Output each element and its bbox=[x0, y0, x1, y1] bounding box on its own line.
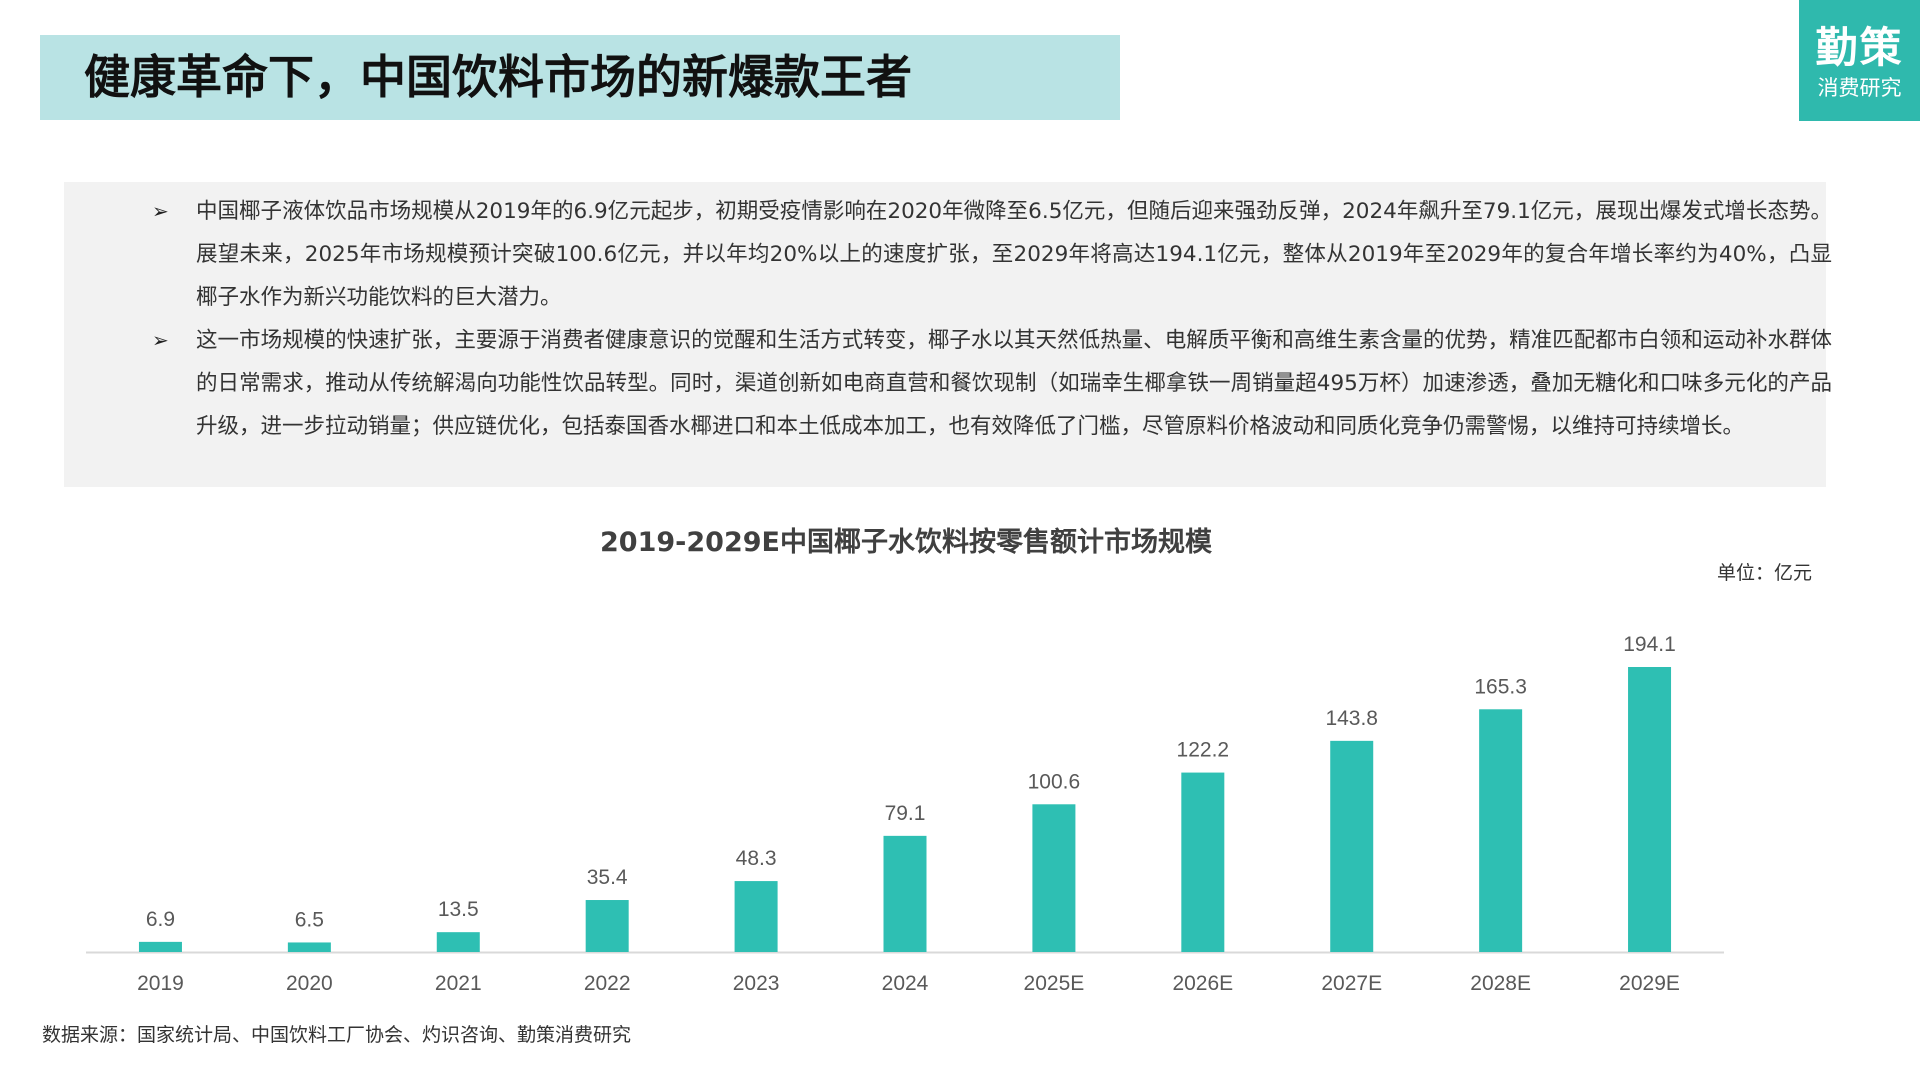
bar-value-label: 194.1 bbox=[1623, 633, 1676, 656]
title-bar: 健康革命下，中国饮料市场的新爆款王者 bbox=[40, 35, 1120, 120]
chart-unit-label: 单位：亿元 bbox=[1716, 562, 1812, 584]
chart-title: 2019-2029E中国椰子水饮料按零售额计市场规模 bbox=[600, 527, 1212, 558]
bar-value-label: 35.4 bbox=[587, 866, 628, 889]
x-tick-label: 2029E bbox=[1619, 972, 1680, 995]
x-tick-label: 2021 bbox=[435, 972, 482, 995]
x-tick-label: 2025E bbox=[1024, 972, 1085, 995]
bar-2025E bbox=[1032, 804, 1076, 952]
bar-2020 bbox=[287, 942, 331, 952]
bar-2024 bbox=[883, 835, 927, 952]
bar-value-label: 79.1 bbox=[885, 802, 926, 825]
x-tick-label: 2023 bbox=[733, 972, 780, 995]
page-title: 健康革命下，中国饮料市场的新爆款王者 bbox=[84, 50, 912, 104]
brand-logo: 勤策 消费研究 bbox=[1799, 0, 1920, 121]
logo-sub-text: 消费研究 bbox=[1817, 76, 1902, 100]
bar-2026E bbox=[1181, 772, 1225, 952]
bar-value-label: 165.3 bbox=[1474, 675, 1527, 698]
bar-2023 bbox=[734, 881, 778, 952]
summary-bullet-text: 这一市场规模的快速扩张，主要源于消费者健康意识的觉醒和生活方式转变，椰子水以其天… bbox=[196, 328, 1832, 439]
x-tick-label: 2028E bbox=[1470, 972, 1531, 995]
summary-box: ➢ 中国椰子液体饮品市场规模从2019年的6.9亿元起步，初期受疫情影响在202… bbox=[64, 182, 1832, 487]
bar-2027E bbox=[1330, 740, 1374, 952]
logo-main-text: 勤策 bbox=[1815, 23, 1904, 72]
x-tick-label: 2020 bbox=[286, 972, 333, 995]
bar-2022 bbox=[585, 900, 629, 952]
bar-2029E bbox=[1628, 667, 1672, 952]
bar-value-label: 6.9 bbox=[146, 908, 175, 931]
arrow-bullet-icon: ➢ bbox=[152, 328, 169, 352]
bar-value-label: 122.2 bbox=[1177, 739, 1230, 762]
summary-bullet-text: 中国椰子液体饮品市场规模从2019年的6.9亿元起步，初期受疫情影响在2020年… bbox=[196, 199, 1832, 310]
x-tick-label: 2024 bbox=[882, 972, 929, 995]
bar-2021 bbox=[436, 932, 480, 952]
x-tick-label: 2027E bbox=[1321, 972, 1382, 995]
bar-2028E bbox=[1479, 709, 1523, 952]
data-source-note: 数据来源：国家统计局、中国饮料工厂协会、灼识咨询、勤策消费研究 bbox=[42, 1024, 632, 1046]
x-tick-label: 2026E bbox=[1172, 972, 1233, 995]
bar-2019 bbox=[138, 941, 182, 952]
arrow-bullet-icon: ➢ bbox=[152, 199, 169, 223]
bar-value-label: 143.8 bbox=[1325, 707, 1378, 730]
x-tick-label: 2022 bbox=[584, 972, 631, 995]
bar-value-label: 13.5 bbox=[438, 898, 479, 921]
bar-value-label: 100.6 bbox=[1028, 770, 1081, 793]
bar-value-label: 48.3 bbox=[736, 847, 777, 870]
bar-value-label: 6.5 bbox=[295, 908, 324, 931]
x-tick-label: 2019 bbox=[137, 972, 184, 995]
